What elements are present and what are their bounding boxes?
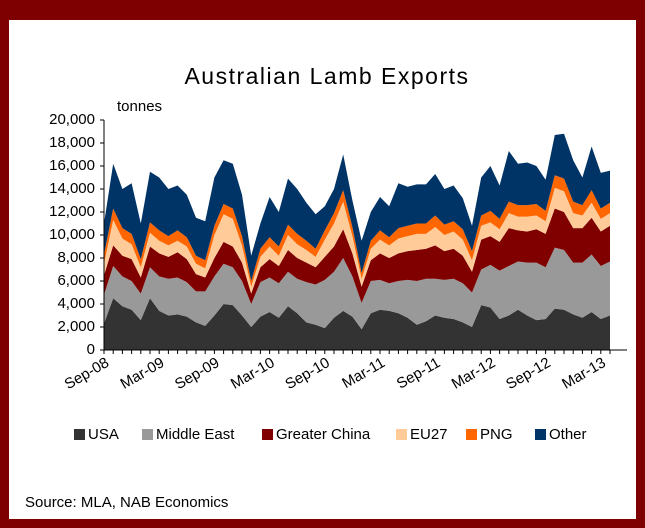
area [104, 187, 610, 294]
y-tick-label: 16,000 [49, 157, 95, 174]
x-tick-label: Sep-08 [62, 354, 112, 393]
y-tick-label: 2,000 [57, 318, 95, 335]
area [104, 175, 610, 287]
y-tick-label: 20,000 [49, 111, 95, 128]
area [104, 298, 610, 350]
x-tick-label: Mar-13 [559, 354, 609, 392]
source: Source: MLA, NAB Economics [25, 494, 228, 511]
legend-label: PNG [480, 426, 513, 443]
y-tick-label: 12,000 [49, 203, 95, 220]
y-tick-label: 18,000 [49, 134, 95, 151]
y-tick-label: 14,000 [49, 180, 95, 197]
legend-swatch [535, 429, 546, 440]
legend-swatch [262, 429, 273, 440]
x-tick-label: Mar-12 [449, 354, 499, 392]
area [104, 133, 610, 281]
y-tick-label: 8,000 [57, 249, 95, 266]
legend-swatch [466, 429, 477, 440]
legend-swatch [142, 429, 153, 440]
x-tick-label: Sep-11 [394, 354, 443, 392]
x-tick-label: Mar-10 [228, 354, 278, 392]
legend-label: Other [549, 426, 587, 443]
x-tick-label: Sep-12 [503, 354, 553, 393]
chart-title: Australian Lamb Exports [184, 63, 469, 89]
legend-label: EU27 [410, 426, 448, 443]
legend-label: Middle East [156, 426, 235, 443]
x-tick-label: Sep-09 [172, 354, 222, 393]
x-tick-label: Mar-09 [118, 354, 168, 392]
y-tick-label: 6,000 [57, 272, 95, 289]
area [104, 208, 610, 304]
legend-label: Greater China [276, 426, 371, 443]
x-tick-label: Mar-11 [339, 354, 388, 392]
y-tick-label: 0 [87, 341, 95, 358]
x-tick-label: Sep-10 [282, 354, 332, 393]
legend-label: USA [88, 426, 119, 443]
legend-swatch [74, 429, 85, 440]
area [104, 247, 610, 330]
legend-swatch [396, 429, 407, 440]
y-axis-label: tonnes [117, 98, 162, 115]
y-tick-label: 10,000 [49, 226, 95, 243]
y-tick-label: 4,000 [57, 295, 95, 312]
